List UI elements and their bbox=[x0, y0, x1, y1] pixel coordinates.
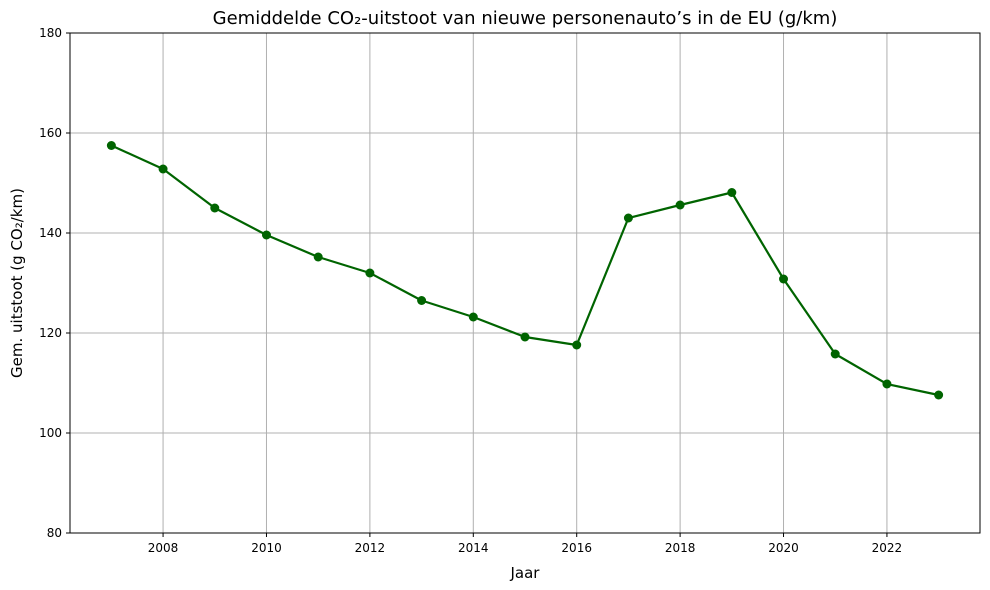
grid bbox=[70, 32, 980, 534]
x-tick-label: 2010 bbox=[251, 541, 282, 555]
x-tick-label: 2022 bbox=[872, 541, 903, 555]
data-point bbox=[158, 164, 168, 174]
data-point bbox=[365, 268, 375, 278]
series-line bbox=[110, 144, 939, 397]
data-point bbox=[675, 200, 685, 210]
data-point bbox=[572, 340, 582, 350]
x-tick-label: 2014 bbox=[458, 541, 489, 555]
data-point bbox=[261, 230, 271, 240]
axis-ticks: 2008 2010 2012 2014 2016 2018 2020 2022 80 100 120… bbox=[39, 26, 902, 555]
y-tick-label: 120 bbox=[39, 326, 62, 340]
chart-title: Gemiddelde CO₂-uitstoot van nieuwe perso… bbox=[213, 8, 838, 29]
y-tick-label: 80 bbox=[47, 526, 62, 540]
data-point bbox=[106, 141, 116, 150]
series-layer bbox=[106, 141, 944, 400]
data-point bbox=[468, 312, 478, 322]
x-tick-label: 2016 bbox=[561, 541, 592, 555]
x-tick-label: 2020 bbox=[768, 541, 799, 555]
x-axis-label: Jaar bbox=[510, 564, 541, 582]
data-point bbox=[934, 390, 944, 400]
y-tick-label: 100 bbox=[39, 426, 62, 440]
data-point bbox=[313, 252, 323, 262]
data-point bbox=[210, 203, 220, 213]
x-tick-label: 2012 bbox=[355, 541, 386, 555]
x-tick-label: 2018 bbox=[665, 541, 696, 555]
y-tick-label: 180 bbox=[39, 26, 62, 40]
data-point bbox=[727, 188, 737, 197]
plot-area-frame bbox=[69, 32, 981, 534]
x-tick-label: 2008 bbox=[148, 541, 179, 555]
y-tick-label: 140 bbox=[39, 226, 62, 240]
data-point bbox=[830, 349, 840, 359]
data-point bbox=[520, 332, 530, 342]
data-point bbox=[623, 213, 633, 223]
y-axis-label: Gem. uitstoot (g CO₂/km) bbox=[8, 188, 26, 378]
data-point bbox=[417, 296, 427, 305]
data-point bbox=[779, 274, 789, 284]
y-tick-label: 160 bbox=[39, 126, 62, 140]
data-point bbox=[882, 379, 892, 389]
